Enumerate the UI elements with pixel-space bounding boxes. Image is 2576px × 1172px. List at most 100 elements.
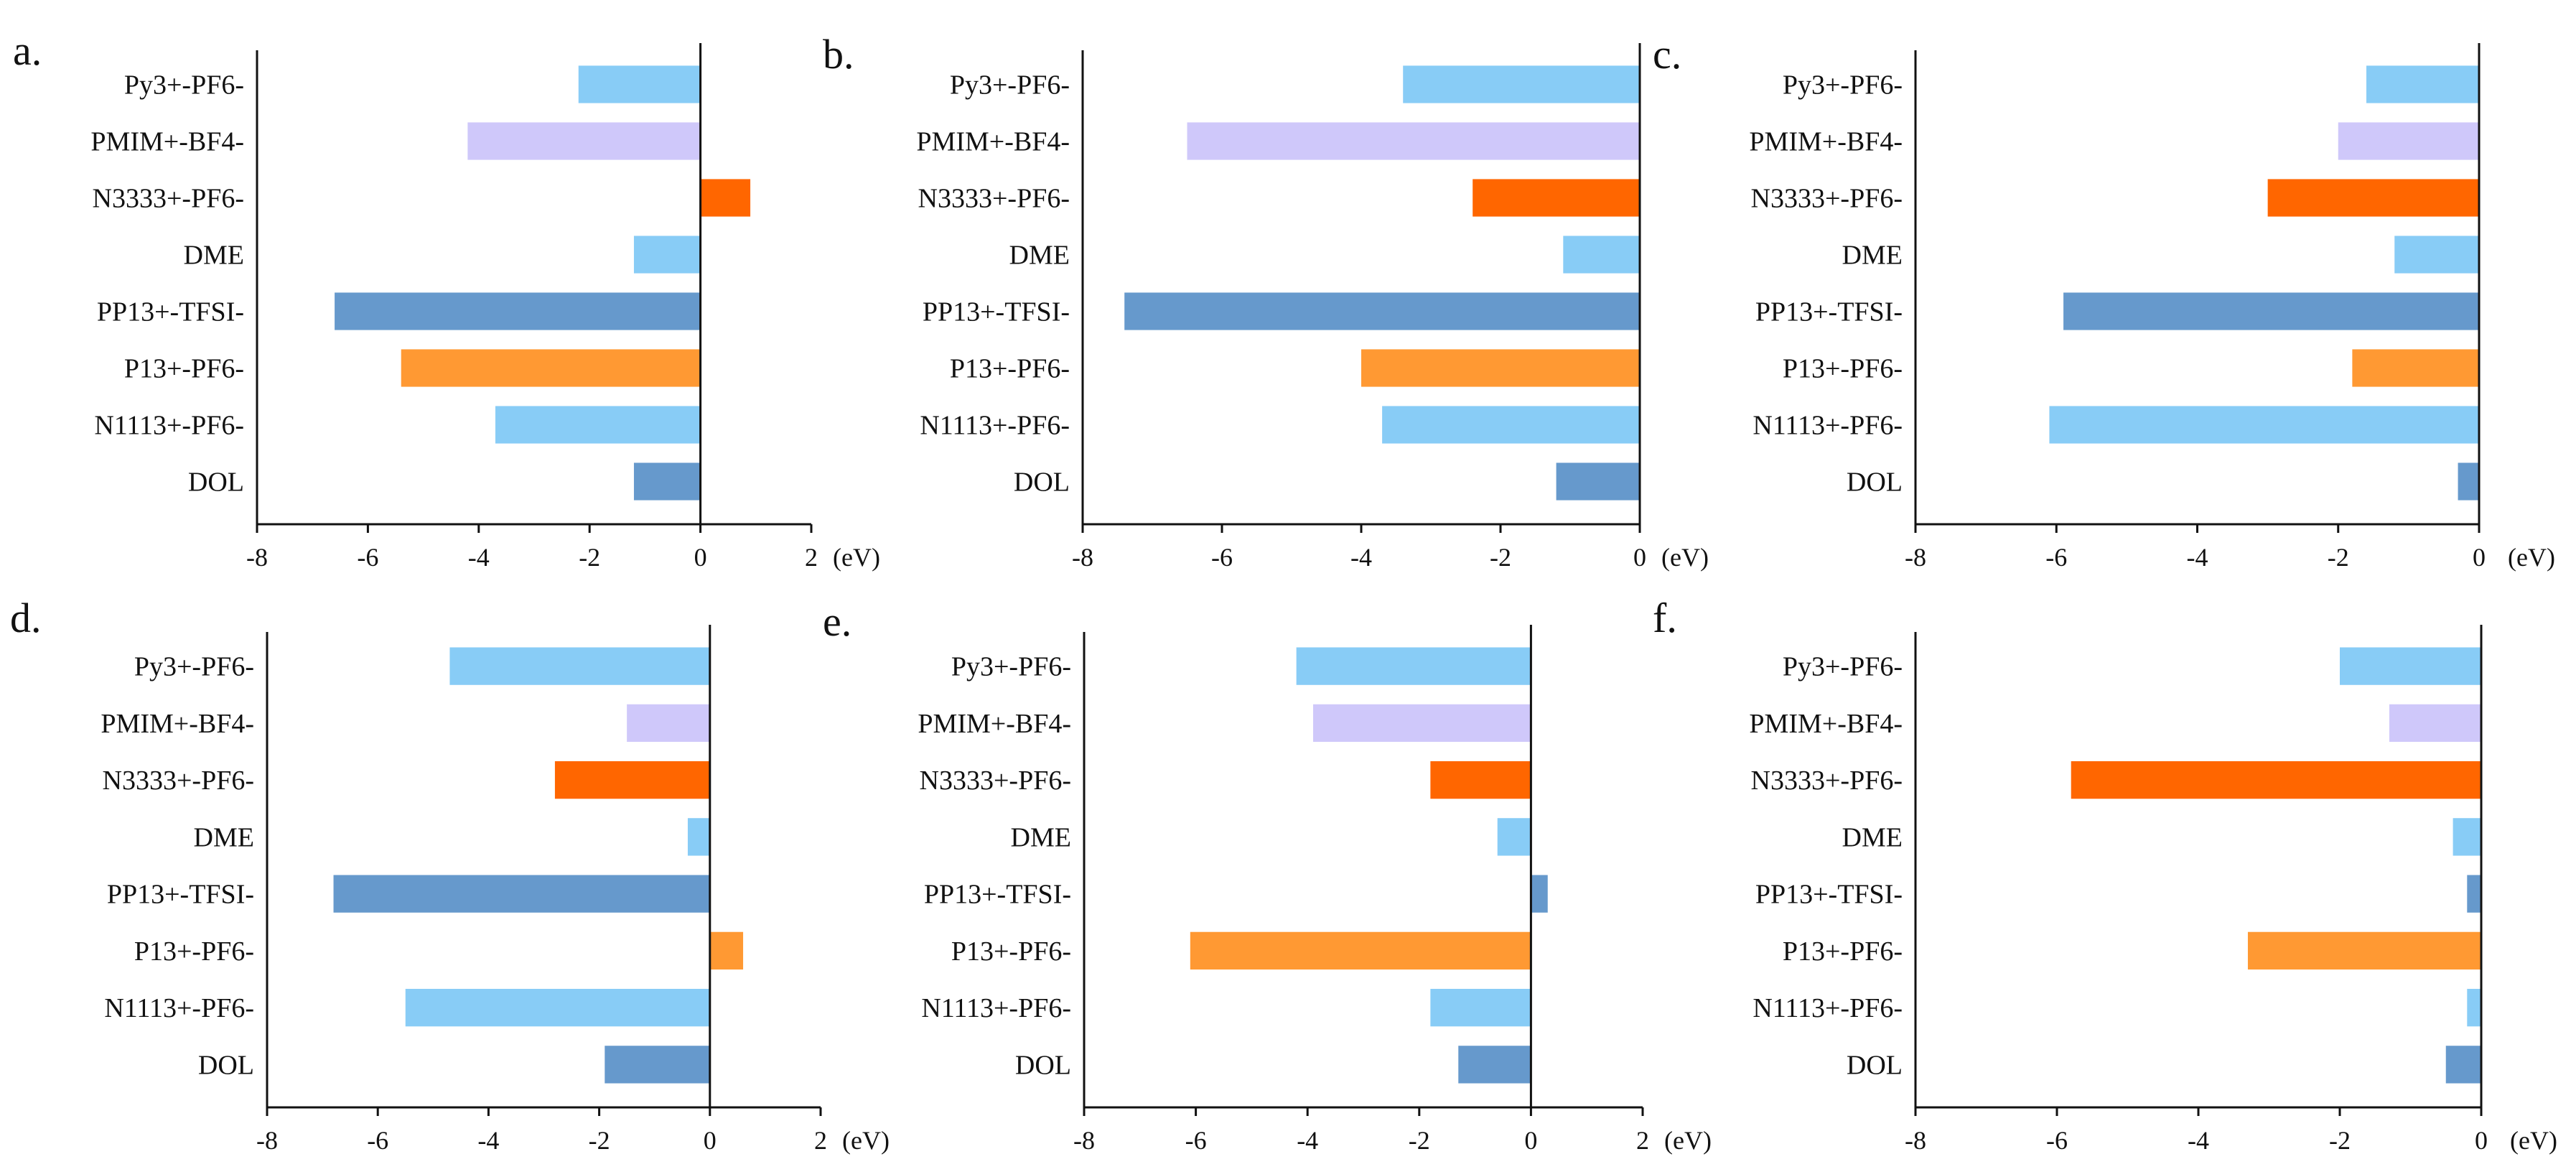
panel-d: d. Py3+-PF6- PMIM+-BF4- N3333+-PF6- DME PP13+… <box>10 595 890 1155</box>
category-label: PP13+-TFSI- <box>1755 880 1903 910</box>
category-label: N3333+-PF6- <box>103 766 254 796</box>
bar-Py3+-PF6- <box>2366 65 2479 103</box>
category-label: PMIM+-BF4- <box>1749 709 1903 739</box>
x-tick-label: -6 <box>1185 1126 1207 1155</box>
bar-N3333+-PF6- <box>1430 761 1531 799</box>
bar-PP13+-TFSI- <box>333 875 710 913</box>
x-tick-label: 2 <box>814 1126 827 1155</box>
bar-PP13+-TFSI- <box>2467 875 2481 913</box>
category-label: DME <box>1842 822 1903 852</box>
category-label: DME <box>184 241 244 271</box>
panel-label: c. <box>1653 31 1681 78</box>
unit-label: (eV) <box>2510 1126 2557 1155</box>
bar-P13+-PF6- <box>1361 349 1640 387</box>
category-label: DOL <box>1014 468 1070 498</box>
category-label: P13+-PF6- <box>1783 936 1903 967</box>
panel-label: a. <box>13 27 42 74</box>
category-label: DOL <box>1015 1050 1071 1080</box>
category-label: PP13+-TFSI- <box>923 297 1070 327</box>
unit-label: (eV) <box>2508 543 2555 572</box>
bar-DOL <box>1556 462 1640 501</box>
bar-PMIM+-BF4- <box>2389 704 2481 743</box>
category-label: N1113+-PF6- <box>1753 993 1903 1023</box>
category-label: N3333+-PF6- <box>1751 184 1903 214</box>
bar-N1113+-PF6- <box>2467 988 2481 1027</box>
bar-PP13+-TFSI- <box>1531 875 1548 913</box>
bar-N1113+-PF6- <box>495 406 701 444</box>
x-tick-label: -6 <box>357 543 378 572</box>
x-tick-label: 0 <box>1524 1126 1537 1155</box>
category-label: DOL <box>188 468 244 498</box>
panel-b: b. Py3+-PF6- PMIM+-BF4- N3333+-PF6- DME PP13+… <box>823 31 1709 572</box>
category-label: DME <box>1009 241 1070 271</box>
bar-N3333+-PF6- <box>2071 761 2481 799</box>
panel-c: c. Py3+-PF6- PMIM+-BF4- N3333+-PF6- DME PP13+… <box>1653 31 2555 572</box>
panel-label: d. <box>10 595 42 641</box>
x-tick-label: -2 <box>2328 543 2349 572</box>
category-label: PMIM+-BF4- <box>918 709 1071 739</box>
category-label: N3333+-PF6- <box>1751 766 1903 796</box>
category-label: PP13+-TFSI- <box>1755 297 1903 327</box>
x-tick-label: -4 <box>1350 543 1372 572</box>
bar-PMIM+-BF4- <box>1187 122 1640 160</box>
x-tick-label: -6 <box>2046 1126 2068 1155</box>
category-label: DME <box>1011 822 1071 852</box>
bar-PMIM+-BF4- <box>467 122 701 160</box>
category-label: DOL <box>1847 1050 1903 1080</box>
bar-PP13+-TFSI- <box>2063 292 2479 330</box>
x-tick-label: 2 <box>805 543 818 572</box>
bar-P13+-PF6- <box>2247 931 2481 970</box>
category-label: PMIM+-BF4- <box>101 709 254 739</box>
unit-label: (eV) <box>1664 1126 1712 1155</box>
category-label: N3333+-PF6- <box>93 184 244 214</box>
panel-label: b. <box>823 31 854 78</box>
category-label: PMIM+-BF4- <box>90 127 244 157</box>
bar-N3333+-PF6- <box>554 761 710 799</box>
category-label: DME <box>194 822 254 852</box>
category-label: Py3+-PF6- <box>951 652 1071 682</box>
panel-label: e. <box>823 598 851 645</box>
x-tick-label: 0 <box>2473 543 2486 572</box>
bar-P13+-PF6- <box>1190 931 1531 970</box>
x-tick-label: 0 <box>694 543 707 572</box>
bar-DOL <box>633 462 701 501</box>
category-label: N3333+-PF6- <box>918 184 1070 214</box>
category-label: PMIM+-BF4- <box>916 127 1070 157</box>
bar-N1113+-PF6- <box>1382 406 1640 444</box>
x-tick-label: -6 <box>367 1126 388 1155</box>
x-tick-label: -4 <box>468 543 490 572</box>
bar-DME <box>2394 236 2479 274</box>
bar-DOL <box>2445 1046 2481 1084</box>
x-tick-label: -8 <box>1905 1126 1926 1155</box>
category-label: Py3+-PF6- <box>1783 70 1903 101</box>
panel-a: a. Py3+-PF6- PMIM+-BF4- N3333+-PF6- DME PP13+… <box>13 27 880 572</box>
bar-DME <box>633 236 701 274</box>
category-label: P13+-PF6- <box>951 936 1071 967</box>
x-tick-label: -8 <box>1072 543 1093 572</box>
bar-P13+-PF6- <box>401 349 701 387</box>
category-label: P13+-PF6- <box>124 354 244 384</box>
bar-PMIM+-BF4- <box>627 704 710 743</box>
x-tick-label: 0 <box>704 1126 717 1155</box>
x-tick-label: -4 <box>1297 1126 1318 1155</box>
bar-DME <box>1497 818 1531 856</box>
category-label: Py3+-PF6- <box>134 652 254 682</box>
bar-DOL <box>605 1046 710 1084</box>
category-label: N1113+-PF6- <box>94 411 244 441</box>
category-label: PP13+-TFSI- <box>107 880 254 910</box>
x-tick-label: -4 <box>2188 1126 2209 1155</box>
category-label: PMIM+-BF4- <box>1749 127 1903 157</box>
x-tick-label: 2 <box>1636 1126 1649 1155</box>
bar-N1113+-PF6- <box>2049 406 2479 444</box>
x-tick-label: -8 <box>1905 543 1926 572</box>
x-tick-label: -6 <box>2045 543 2067 572</box>
panel-f: f. Py3+-PF6- PMIM+-BF4- N3333+-PF6- DME PP13+… <box>1653 595 2557 1155</box>
bar-DME <box>1563 236 1640 274</box>
x-tick-label: -8 <box>1073 1126 1095 1155</box>
category-label: N1113+-PF6- <box>1753 411 1903 441</box>
bar-DME <box>687 818 710 856</box>
category-label: Py3+-PF6- <box>1783 652 1903 682</box>
unit-label: (eV) <box>833 543 880 572</box>
x-tick-label: -2 <box>1409 1126 1430 1155</box>
